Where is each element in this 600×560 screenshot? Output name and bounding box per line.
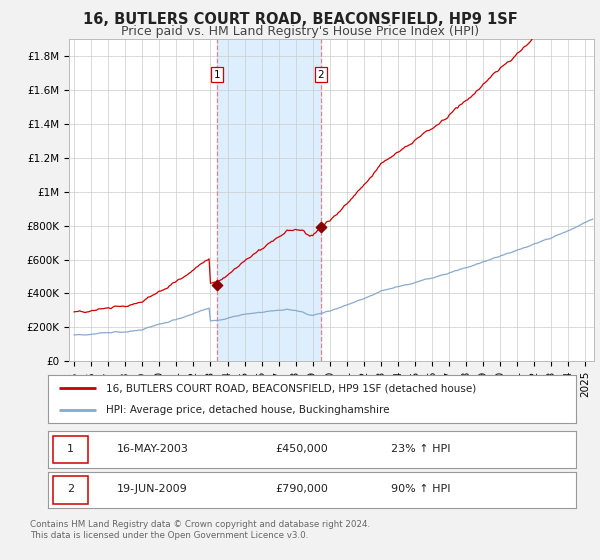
Point (316, 223, 325, 232)
FancyBboxPatch shape (53, 476, 88, 503)
Text: 16, BUTLERS COURT ROAD, BEACONSFIELD, HP9 1SF (detached house): 16, BUTLERS COURT ROAD, BEACONSFIELD, HP… (106, 383, 476, 393)
Text: Contains HM Land Registry data © Crown copyright and database right 2024.
This d: Contains HM Land Registry data © Crown c… (30, 520, 370, 540)
Text: Price paid vs. HM Land Registry's House Price Index (HPI): Price paid vs. HM Land Registry's House … (121, 25, 479, 38)
Point (212, 281, 221, 290)
Text: 1: 1 (67, 444, 74, 454)
Text: 16, BUTLERS COURT ROAD, BEACONSFIELD, HP9 1SF: 16, BUTLERS COURT ROAD, BEACONSFIELD, HP… (83, 12, 517, 27)
Text: 19-JUN-2009: 19-JUN-2009 (116, 484, 187, 494)
Text: 16-MAY-2003: 16-MAY-2003 (116, 444, 188, 454)
Text: £450,000: £450,000 (275, 444, 328, 454)
Text: 2: 2 (67, 484, 74, 494)
Text: 1: 1 (214, 69, 220, 80)
FancyBboxPatch shape (53, 436, 88, 463)
Text: 2: 2 (317, 69, 324, 80)
Text: £790,000: £790,000 (275, 484, 328, 494)
Bar (217, 39, 320, 361)
Text: 90% ↑ HPI: 90% ↑ HPI (391, 484, 451, 494)
Text: HPI: Average price, detached house, Buckinghamshire: HPI: Average price, detached house, Buck… (106, 405, 389, 415)
Text: 23% ↑ HPI: 23% ↑ HPI (391, 444, 451, 454)
